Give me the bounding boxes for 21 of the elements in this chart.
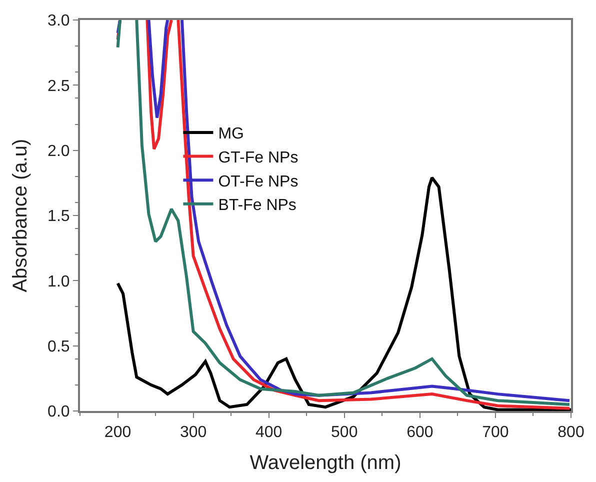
- y-tick-label: 0.5: [48, 338, 70, 356]
- x-axis-title: Wavelength (nm): [250, 452, 402, 474]
- x-tick-label: 200: [104, 424, 132, 442]
- y-tick-label: 3.0: [48, 12, 70, 30]
- x-tick-label: 400: [256, 424, 282, 442]
- x-tick-label: 500: [331, 424, 358, 442]
- y-tick-label: 1.0: [48, 273, 70, 290]
- line-series: [116, 176, 571, 411]
- y-axis-title: Absorbance (a.u): [10, 138, 32, 292]
- x-tick-label: 300: [180, 424, 207, 442]
- legend-label: OT-Fe NPs: [218, 173, 298, 190]
- legend-label: BT-Fe NPs: [218, 197, 296, 214]
- y-tick-label: 2.0: [48, 142, 70, 160]
- y-tick-label: 2.5: [48, 78, 70, 95]
- legend-label: MG: [218, 126, 244, 143]
- x-tick-label: 600: [406, 424, 434, 442]
- x-tick-label: 800: [558, 424, 584, 442]
- legend-label: GT-Fe NPs: [218, 150, 298, 167]
- y-tick-label: 0.0: [48, 404, 70, 421]
- y-tick-label: 1.5: [48, 208, 70, 226]
- x-tick-label: 700: [482, 424, 509, 442]
